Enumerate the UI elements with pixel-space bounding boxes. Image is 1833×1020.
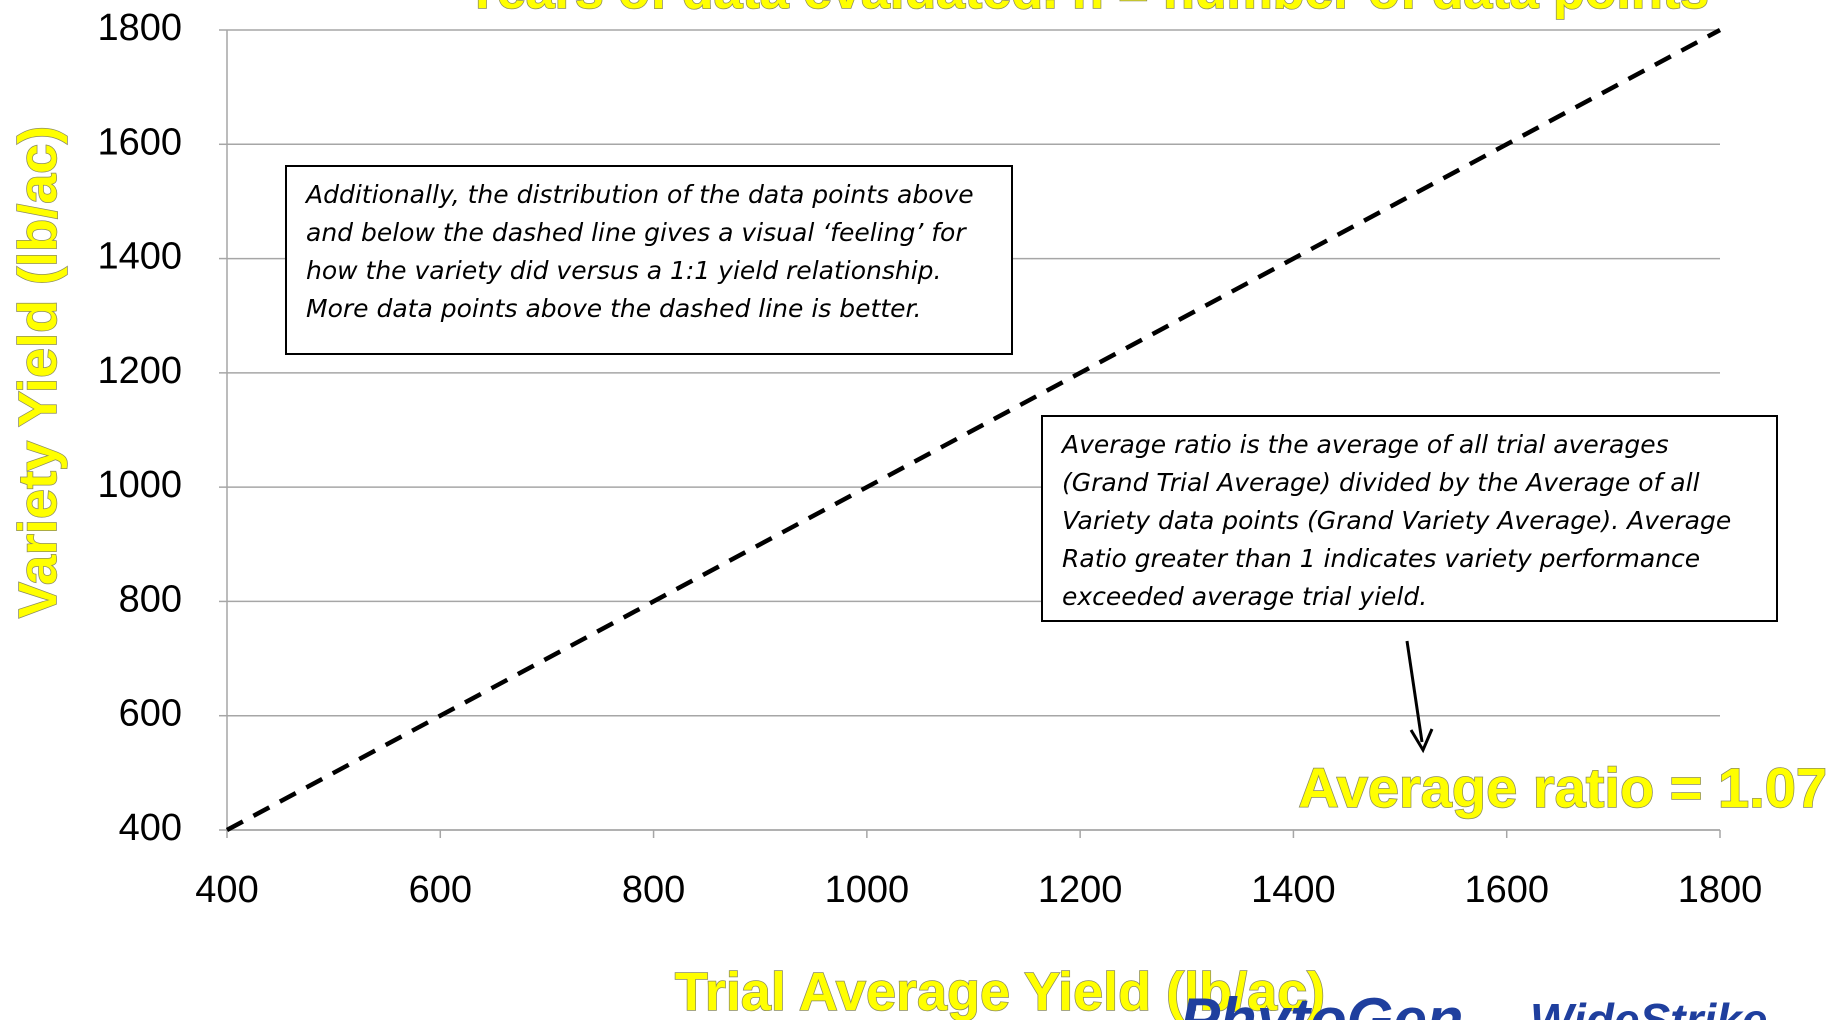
annotation-line: exceeded average trial yield. bbox=[1062, 582, 1427, 611]
average-ratio: Average ratio = 1.07 bbox=[1298, 756, 1827, 819]
y-tick-label: 1200 bbox=[97, 350, 182, 392]
arrow bbox=[1405, 640, 1424, 743]
annotation-line: Additionally, the distribution of the da… bbox=[304, 180, 974, 209]
annotation-box bbox=[285, 165, 1013, 355]
x-axis-title: Trial Average Yield (lb/ac) bbox=[675, 962, 1325, 1020]
x-tick-label: 1400 bbox=[1251, 869, 1336, 911]
line-series bbox=[225, 28, 1722, 832]
y-tick-label: 1600 bbox=[97, 121, 182, 163]
y-tick-label: 400 bbox=[119, 807, 182, 849]
x-tick-label: 1800 bbox=[1678, 869, 1763, 911]
y-tick-label: 600 bbox=[119, 693, 182, 735]
y-axis-title: Variety Yield (lb/ac) bbox=[8, 126, 68, 618]
y-tick-label: 800 bbox=[119, 578, 182, 620]
annotation-line: Ratio greater than 1 indicates variety p… bbox=[1062, 544, 1700, 573]
x-tick-label: 1200 bbox=[1038, 869, 1123, 911]
chart-title: Years of data evaluated. n = number of d… bbox=[465, 0, 1709, 20]
y-tick-label: 1800 bbox=[97, 7, 182, 49]
annotation-line: More data points above the dashed line i… bbox=[306, 294, 921, 323]
arrow-head bbox=[1409, 728, 1434, 754]
y-tick-label: 1000 bbox=[97, 464, 182, 506]
annotation-line: Variety data points (Grand Variety Avera… bbox=[1062, 506, 1731, 535]
x-tick-label: 400 bbox=[195, 869, 258, 911]
annotation-line: and below the dashed line gives a visual… bbox=[306, 218, 967, 247]
y-tick-label: 1400 bbox=[97, 236, 182, 278]
logo: PhytoGen bbox=[1180, 986, 1463, 1020]
annotation-line: how the variety did versus a 1:1 yield r… bbox=[306, 256, 941, 285]
annotation-line: Average ratio is the average of all tria… bbox=[1060, 430, 1669, 459]
logo: WideStrike bbox=[1530, 994, 1767, 1020]
x-tick-label: 1000 bbox=[825, 869, 910, 911]
x-tick-label: 1600 bbox=[1464, 869, 1549, 911]
annotation-box bbox=[1041, 415, 1778, 622]
x-tick-label: 800 bbox=[622, 869, 685, 911]
x-tick-label: 600 bbox=[409, 869, 472, 911]
annotation-line: (Grand Trial Average) divided by the Ave… bbox=[1062, 468, 1700, 497]
